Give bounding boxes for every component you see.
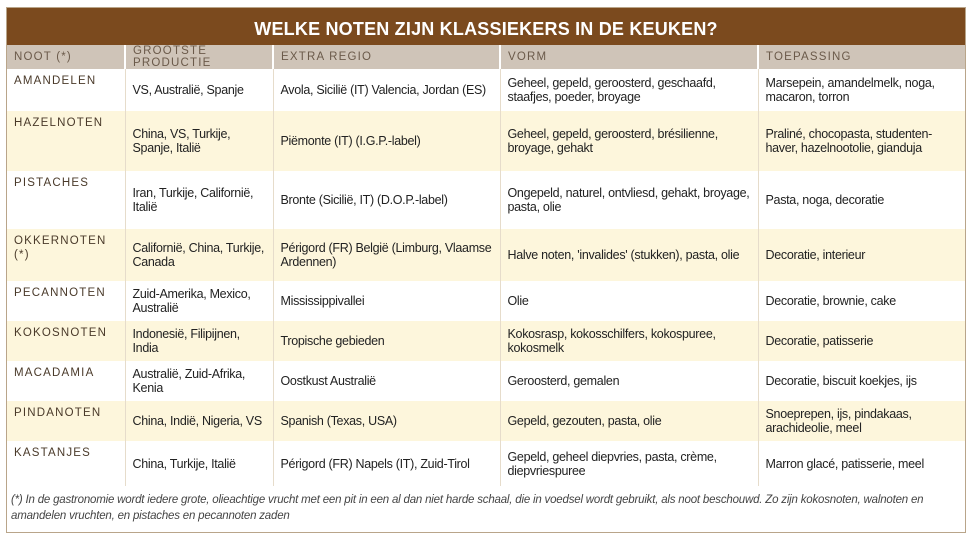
cell-regio: Mississippivallei: [273, 281, 501, 321]
cell-toepassing: Decoratie, brownie, cake: [765, 294, 897, 308]
cell-regio: Périgord (FR) België (Limburg, Vlaamse A…: [273, 229, 501, 281]
cell-vorm: Gepeld, gezouten, pasta, olie: [500, 401, 759, 441]
cell-noot: PECANNOTEN: [7, 281, 126, 321]
table-row: AMANDELEN VS, Australië, Spanje Avola, Sic…: [7, 69, 965, 111]
cell-toepassing: Snoeprepen, ijs, pindakaas, arachideolie…: [758, 401, 965, 441]
cell-productie: Californië, China, Turkije, Canada: [125, 229, 274, 281]
cell-toepassing: Marsepein, amandelmelk, noga, macaron, t…: [765, 76, 935, 104]
cell-toepassing: Pasta, noga, decoratie: [765, 193, 885, 207]
cell-productie: Indonesië, Filipijnen, India: [125, 321, 274, 361]
table-row: PINDANOTEN China, Indië, Nigeria, VS Spani…: [7, 401, 965, 441]
col-header-vorm: VORM: [500, 45, 759, 69]
col-header-regio: EXTRA REGIO: [273, 45, 501, 69]
cell-toepassing: Praliné, chocopasta, studenten-haver, ha…: [758, 111, 965, 171]
cell-regio: Tropische gebieden: [273, 321, 501, 361]
cell-regio: Oostkust Australië: [273, 361, 501, 401]
cell-vorm: Ongepeld, naturel, ontvliesd, gehakt, br…: [500, 171, 759, 229]
col-header-toepassing: TOEPASSING: [758, 45, 965, 69]
table-row: OKKERNOTEN (*) Californië, China, Turkije…: [7, 229, 965, 281]
cell-vorm: Geroosterd, gemalen: [500, 361, 759, 401]
cell-noot: PISTACHES: [7, 171, 126, 229]
cell-vorm: Gepeld, geheel diepvries, pasta, crème, …: [500, 441, 759, 486]
footnote: (*) In de gastronomie wordt iedere grote…: [11, 494, 924, 522]
table-row: MACADAMIA Australië, Zuid-Afrika, Kenia Oo…: [7, 361, 965, 401]
cell-vorm: Geheel, gepeld, geroosterd, geschaafd, s…: [500, 69, 759, 111]
cell-noot: HAZELNOTEN: [7, 111, 126, 171]
cell-productie: China, Turkije, Italië: [125, 441, 274, 486]
cell-vorm: Halve noten, 'invalides' (stukken), past…: [500, 229, 759, 281]
cell-productie: Zuid-Amerika, Mexico, Australië: [125, 281, 274, 321]
cell-vorm: Olie: [500, 281, 759, 321]
table-row: PECANNOTEN Zuid-Amerika, Mexico, Australi…: [7, 281, 965, 321]
cell-toepassing: Marron glacé, patisserie, meel: [765, 456, 925, 471]
cell-vorm: Kokosrasp, kokosschilfers, kokospuree, k…: [500, 321, 759, 361]
cell-productie: Australië, Zuid-Afrika, Kenia: [125, 361, 274, 401]
cell-productie: Iran, Turkije, Californië, Italië: [125, 171, 274, 229]
cell-regio: Avola, Sicilië (IT) Valencia, Jordan (ES…: [273, 69, 501, 111]
cell-noot: MACADAMIA: [7, 361, 126, 401]
cell-vorm: Geheel, gepeld, geroosterd, brésilienne,…: [500, 111, 759, 171]
cell-toepassing: Decoratie, biscuit koekjes, ijs: [765, 374, 917, 388]
nuts-table: NOOT (*) GROOTSTE PRODUCTIE EXTRA REGIO …: [7, 45, 965, 486]
col-header-productie: GROOTSTE PRODUCTIE: [125, 45, 274, 69]
cell-regio: Périgord (FR) Napels (IT), Zuid-Tirol: [273, 441, 501, 486]
cell-noot: AMANDELEN: [7, 69, 126, 111]
nuts-table-card: WELKE NOTEN ZIJN KLASSIEKERS IN DE KEUKE…: [6, 7, 966, 533]
table-title: WELKE NOTEN ZIJN KLASSIEKERS IN DE KEUKE…: [7, 8, 965, 45]
cell-toepassing: Decoratie, patisserie: [758, 321, 965, 361]
col-header-noot: NOOT (*): [7, 45, 126, 69]
table-row: KOKOSNOTEN Indonesië, Filipijnen, India Tr…: [7, 321, 965, 361]
cell-toepassing: Decoratie, interieur: [758, 229, 965, 281]
cell-productie: China, VS, Turkije, Spanje, Italië: [125, 111, 274, 171]
cell-regio: Bronte (Sicilië, IT) (D.O.P.-label): [273, 171, 501, 229]
header-row: NOOT (*) GROOTSTE PRODUCTIE EXTRA REGIO …: [7, 45, 965, 69]
cell-regio: Spanish (Texas, USA): [273, 401, 501, 441]
cell-productie: VS, Australië, Spanje: [125, 69, 274, 111]
cell-noot: KASTANJES: [7, 441, 126, 486]
table-row: PISTACHES Iran, Turkije, Californië, Ital…: [7, 171, 965, 229]
cell-productie: China, Indië, Nigeria, VS: [125, 401, 274, 441]
table-row: HAZELNOTEN China, VS, Turkije, Spanje, It…: [7, 111, 965, 171]
table-row: KASTANJES China, Turkije, Italië Périgord …: [7, 441, 965, 486]
cell-noot: KOKOSNOTEN: [7, 321, 126, 361]
cell-noot: OKKERNOTEN (*): [7, 229, 126, 281]
cell-noot: PINDANOTEN: [7, 401, 126, 441]
cell-regio: Piëmonte (IT) (I.G.P.-label): [273, 111, 501, 171]
